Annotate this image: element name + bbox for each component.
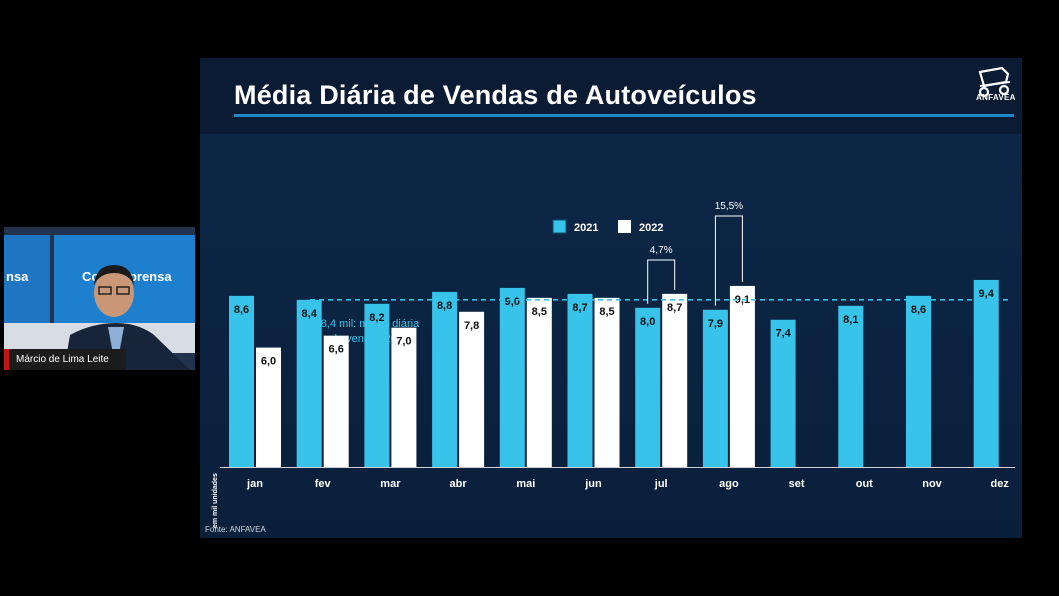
- growth-label-jul: 4,7%: [650, 245, 673, 256]
- x-tick-dez: dez: [991, 478, 1010, 490]
- data-label-2022-fev: 6,6: [329, 344, 344, 356]
- bar-2021-jul: [635, 307, 661, 467]
- bar-2021-jun: [567, 293, 593, 467]
- x-tick-out: out: [856, 478, 873, 490]
- data-label-2021-abr: 8,8: [437, 300, 452, 312]
- bar-2021-nov: [906, 295, 931, 467]
- bar-2022-mai: [526, 297, 552, 467]
- bar-2021-jan: [229, 295, 254, 467]
- data-label-2022-jun: 8,5: [599, 306, 614, 318]
- x-tick-jul: jul: [654, 478, 668, 490]
- x-tick-jan: jan: [246, 478, 263, 490]
- x-tick-fev: fev: [315, 478, 332, 490]
- bar-2021-ago: [702, 309, 728, 467]
- bar-2021-abr: [432, 291, 458, 467]
- bar-2021-dez: [973, 279, 999, 467]
- bar-2022-fev: [323, 335, 349, 467]
- slide-title: Média Diária de Vendas de Autoveículos: [234, 80, 757, 110]
- bar-2021-fev: [296, 299, 322, 467]
- bar-2021-set: [770, 319, 796, 467]
- speaker-name-tag: Márcio de Lima Leite: [4, 349, 126, 370]
- bar-2021-mar: [364, 303, 390, 467]
- data-label-2021-jul: 8,0: [640, 316, 655, 328]
- data-label-2021-mai: 9,0: [505, 296, 520, 308]
- data-label-2021-dez: 9,4: [979, 288, 995, 300]
- growth-bracket-jul: [647, 259, 676, 304]
- logo-text: ANFAVEA: [976, 93, 1016, 102]
- data-label-2021-set: 7,4: [775, 328, 791, 340]
- bar-2022-jul: [662, 293, 688, 467]
- bar-2021-mai: [499, 287, 525, 467]
- slide-header: [200, 58, 1022, 134]
- legend-swatch-2021: [552, 219, 567, 234]
- x-tick-nov: nov: [922, 478, 942, 490]
- data-label-2022-mai: 8,5: [532, 306, 547, 318]
- video-background-text-left: nsa: [6, 269, 29, 284]
- data-label-2021-jun: 8,7: [572, 302, 587, 314]
- bar-2021-out: [838, 305, 864, 467]
- data-label-2021-jan: 8,6: [234, 304, 249, 316]
- x-tick-ago: ago: [719, 478, 739, 490]
- source-note: Fonte: ANFAVEA: [205, 525, 266, 534]
- data-label-2022-abr: 7,8: [464, 320, 479, 332]
- bar-2022-ago: [729, 285, 755, 467]
- data-label-2021-out: 8,1: [843, 314, 858, 326]
- x-tick-jun: jun: [584, 478, 602, 490]
- data-label-2021-nov: 8,6: [911, 304, 926, 316]
- bar-2022-mar: [391, 327, 417, 467]
- x-tick-abr: abr: [450, 478, 468, 490]
- presentation-slide: Média Diária de Vendas de Autoveículos A…: [200, 58, 1022, 538]
- data-label-2022-mar: 7,0: [396, 336, 411, 348]
- speaker-video-tile[interactable]: Co a Imprensa nsa Márcio de Lima Leite: [4, 227, 195, 370]
- bar-chart: 2021 2022 8,4 mil: média diária de venda…: [212, 201, 1015, 528]
- data-label-2022-jul: 8,7: [667, 302, 682, 314]
- data-label-2021-mar: 8,2: [369, 312, 384, 324]
- bar-2022-abr: [459, 311, 485, 467]
- legend-label-2021: 2021: [574, 222, 598, 234]
- y-axis-label: em mil unidades: [212, 473, 219, 528]
- data-label-2021-fev: 8,4: [302, 308, 318, 320]
- growth-bracket-ago: [714, 215, 743, 306]
- legend-swatch-2022: [618, 220, 631, 233]
- bar-2022-jun: [594, 297, 620, 467]
- x-tick-mai: mai: [516, 478, 535, 490]
- data-label-2021-ago: 7,9: [708, 318, 723, 330]
- x-tick-mar: mar: [380, 478, 401, 490]
- growth-label-ago: 15,5%: [715, 201, 743, 212]
- data-label-2022-jan: 6,0: [261, 356, 276, 368]
- title-underline: [234, 114, 1014, 117]
- x-tick-set: set: [789, 478, 805, 490]
- anfavea-logo-icon: [978, 66, 1011, 98]
- bar-2022-jan: [256, 347, 281, 467]
- legend-label-2022: 2022: [639, 222, 663, 234]
